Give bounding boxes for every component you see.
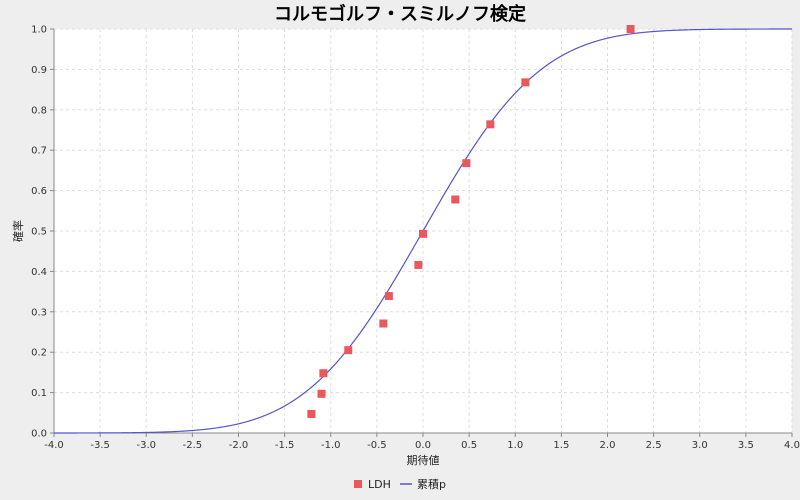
x-tick-label: -3.5 [90, 440, 110, 451]
y-tick-label: 0.8 [31, 105, 47, 116]
x-tick-label: 4.0 [784, 440, 800, 451]
x-tick-label: -2.0 [229, 440, 249, 451]
x-tick-label: -2.5 [183, 440, 203, 451]
x-tick-label: 0.0 [415, 440, 431, 451]
data-point [319, 369, 328, 378]
y-tick-label: 0.6 [31, 186, 47, 197]
y-tick-label: 1.0 [31, 25, 47, 36]
y-tick-label: 0.1 [31, 388, 47, 399]
y-axis-label: 確率 [11, 220, 25, 242]
x-tick-label: 1.5 [553, 440, 569, 451]
x-tick-label: 2.0 [600, 440, 616, 451]
legend-label: LDH [368, 478, 391, 491]
y-tick-label: 0.9 [31, 65, 47, 76]
data-point [419, 229, 427, 238]
x-tick-label: 3.0 [692, 440, 708, 451]
data-point [626, 25, 635, 33]
y-tick-label: 0.7 [31, 146, 47, 157]
x-tick-label: 3.5 [738, 440, 754, 451]
x-tick-label: 0.5 [461, 440, 477, 451]
legend: LDH 累積p [354, 477, 446, 491]
legend-marker-ldh [354, 480, 362, 488]
y-tick-label: 0.2 [31, 348, 47, 359]
data-point [451, 195, 460, 204]
data-point [384, 292, 393, 301]
data-point [462, 159, 471, 168]
y-tick-label: 0.3 [31, 307, 47, 318]
x-tick-label: -1.0 [321, 440, 341, 451]
data-point [521, 78, 530, 87]
data-point [307, 410, 316, 419]
y-tick-label: 0.5 [31, 227, 47, 238]
data-point [344, 346, 353, 355]
chart-title: コルモゴルフ・スミルノフ検定 [274, 3, 526, 25]
x-tick-label: 2.5 [646, 440, 662, 451]
x-tick-label: -4.0 [44, 440, 64, 451]
x-tick-label: -3.0 [136, 440, 156, 451]
data-point [317, 389, 326, 398]
x-tick-label: 1.0 [507, 440, 523, 451]
x-tick-label: -0.5 [367, 440, 387, 451]
data-point [379, 319, 388, 328]
legend-label: 累積p [417, 477, 446, 491]
x-tick-label: -1.5 [275, 440, 295, 451]
data-point [414, 260, 423, 269]
data-point [486, 120, 495, 129]
y-tick-label: 0.0 [31, 429, 47, 440]
y-tick-label: 0.4 [31, 267, 47, 278]
x-axis-label: 期待値 [407, 453, 440, 467]
